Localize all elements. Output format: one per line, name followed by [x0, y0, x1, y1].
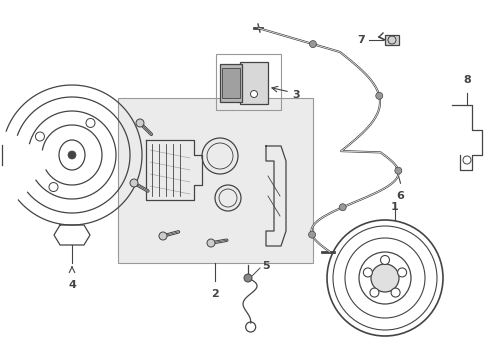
Bar — [222, 68, 240, 98]
Circle shape — [364, 268, 372, 277]
Text: 4: 4 — [68, 280, 76, 290]
Circle shape — [395, 167, 402, 174]
Text: 3: 3 — [292, 90, 299, 100]
Text: 6: 6 — [396, 191, 404, 201]
Text: 2: 2 — [211, 289, 219, 299]
Circle shape — [397, 268, 407, 277]
Circle shape — [391, 288, 400, 297]
Circle shape — [207, 239, 215, 247]
Circle shape — [381, 256, 390, 265]
Bar — [220, 64, 242, 102]
Bar — [118, 98, 313, 263]
Text: 8: 8 — [463, 75, 471, 85]
Bar — [216, 54, 281, 110]
Circle shape — [250, 90, 258, 98]
Circle shape — [339, 204, 346, 211]
Circle shape — [310, 41, 317, 48]
Bar — [240, 62, 268, 104]
Circle shape — [68, 151, 76, 159]
Circle shape — [376, 92, 383, 99]
Circle shape — [130, 179, 138, 187]
Circle shape — [244, 274, 252, 282]
Circle shape — [309, 231, 316, 238]
Circle shape — [136, 119, 144, 127]
Text: 1: 1 — [391, 202, 399, 212]
Text: 5: 5 — [262, 261, 270, 271]
Circle shape — [371, 264, 399, 292]
Circle shape — [370, 288, 379, 297]
Circle shape — [159, 232, 167, 240]
Text: 7: 7 — [357, 35, 365, 45]
Bar — [385, 35, 399, 45]
